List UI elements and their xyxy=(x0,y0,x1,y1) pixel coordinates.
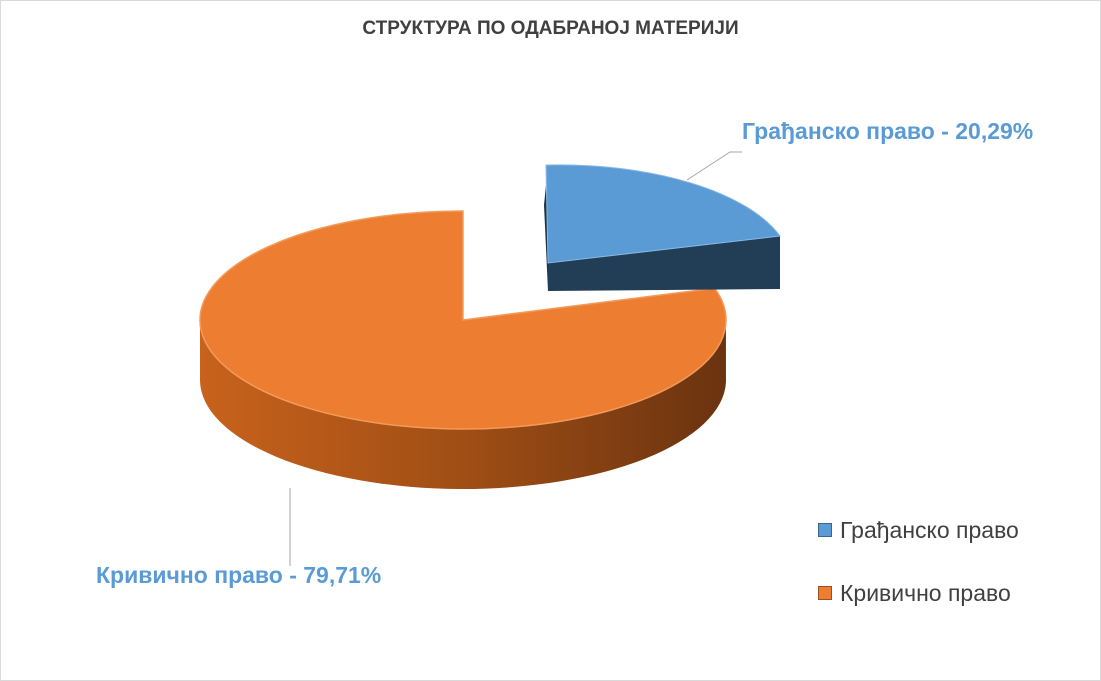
slice-criminal-law-side xyxy=(200,320,726,489)
data-label-criminal-law: Кривично право - 79,71% xyxy=(96,562,382,588)
chart-title: СТРУКТУРА ПО ОДАБРАНОЈ МАТЕРИЈИ xyxy=(362,18,739,39)
legend-label-civil-law: Грађанско право xyxy=(840,516,1019,543)
legend-item-civil-law: Грађанско право xyxy=(818,515,1019,545)
data-label-civil-law: Грађанско право - 20,29% xyxy=(742,118,1034,144)
legend-item-criminal-law: Кривично право xyxy=(818,578,1011,608)
legend-swatch-criminal-law xyxy=(818,586,832,600)
slice-criminal-law xyxy=(199,210,727,430)
leader-line-civil-law xyxy=(686,151,742,181)
slice-civil-law xyxy=(545,164,781,264)
legend-swatch-civil-law xyxy=(818,523,832,537)
legend-label-criminal-law: Кривично право xyxy=(840,579,1011,606)
slice-civil-law-side xyxy=(548,236,780,291)
